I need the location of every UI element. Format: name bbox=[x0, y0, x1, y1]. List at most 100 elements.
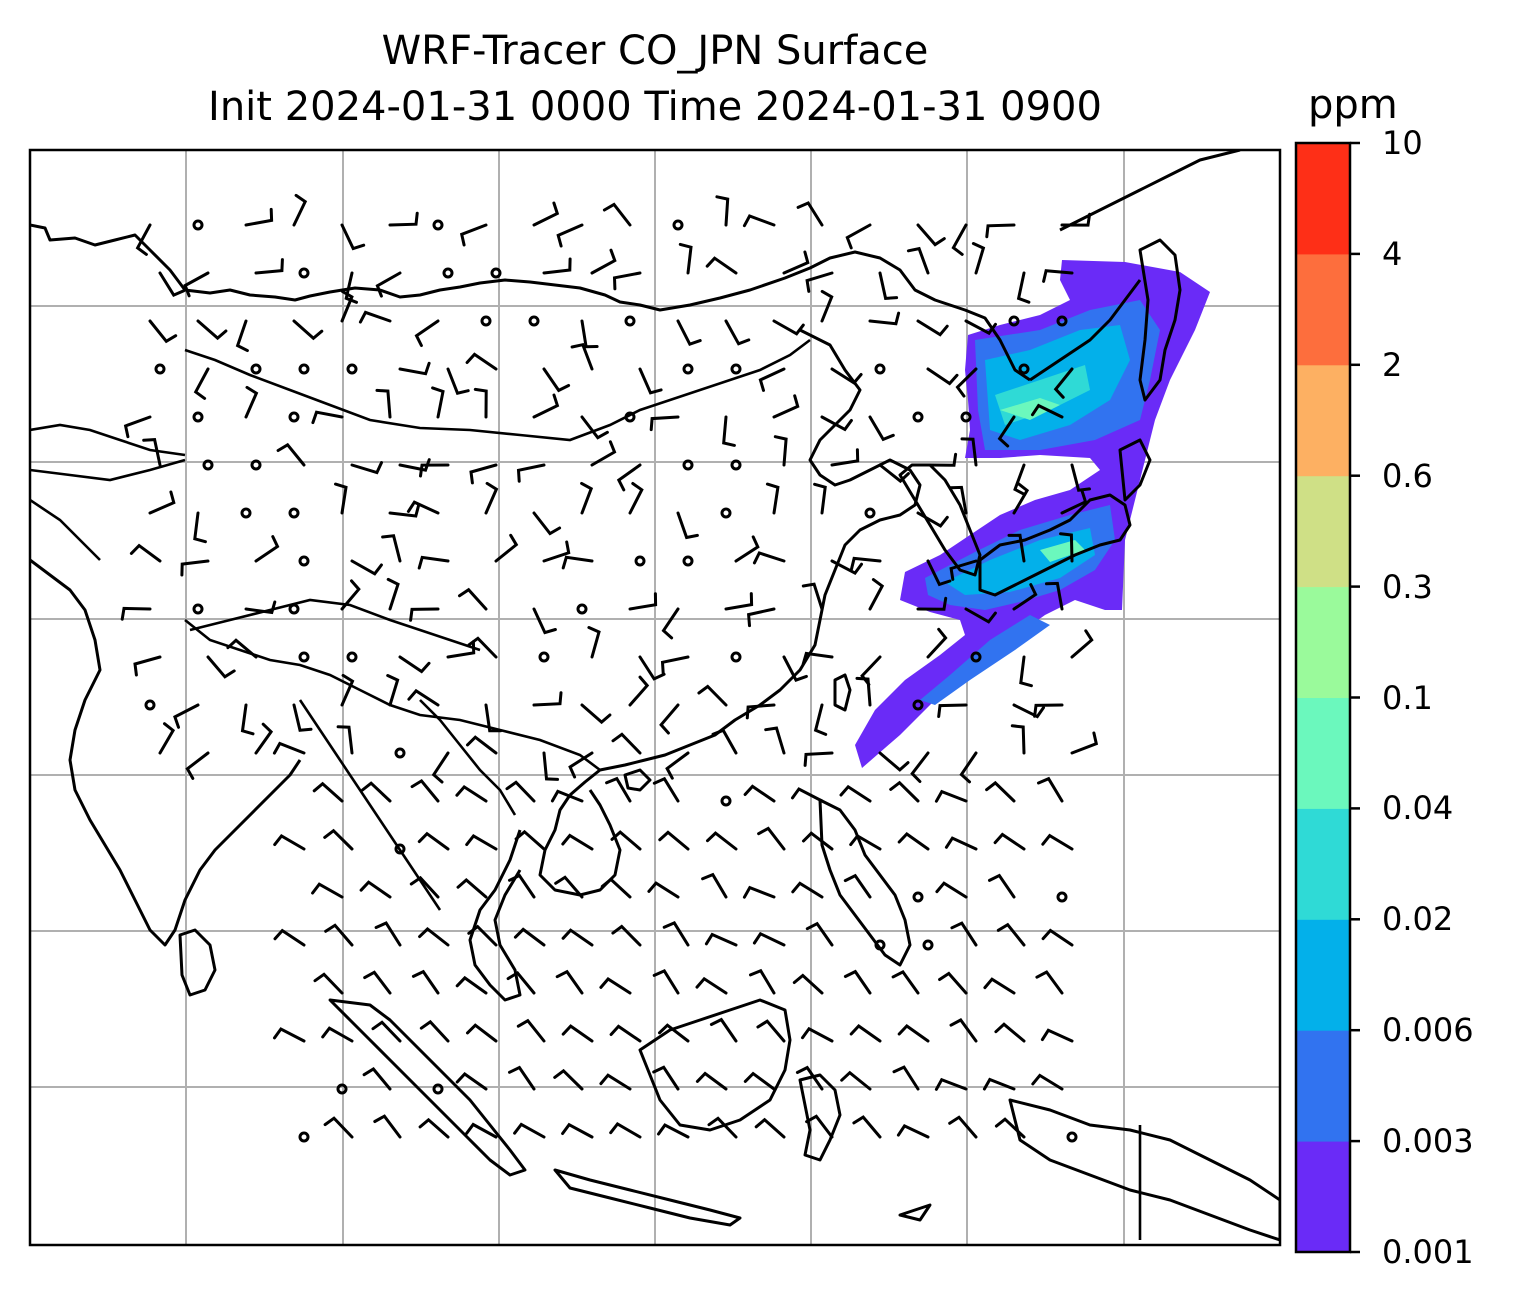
calm-circle bbox=[970, 651, 982, 663]
colorbar-label: 0.001 bbox=[1382, 1233, 1474, 1271]
wind-barb bbox=[791, 881, 824, 899]
wind-barb bbox=[652, 1065, 680, 1091]
wind-barb bbox=[722, 415, 736, 447]
wind-barb bbox=[407, 688, 440, 707]
wind-barb bbox=[948, 1115, 978, 1139]
wind-barb bbox=[949, 1018, 978, 1043]
wind-barb bbox=[532, 691, 563, 707]
wind-barb bbox=[185, 751, 210, 780]
wind-barb bbox=[466, 1023, 498, 1043]
wind-barb bbox=[446, 367, 470, 395]
wind-barb bbox=[659, 703, 680, 735]
wind-barb bbox=[508, 873, 536, 899]
wind-barb bbox=[580, 703, 612, 725]
wind-barb bbox=[409, 607, 440, 622]
wind-barb bbox=[724, 319, 751, 346]
wind-barb bbox=[997, 415, 1016, 448]
calm-circle bbox=[480, 315, 492, 327]
wind-barb bbox=[456, 878, 488, 899]
wind-barb bbox=[994, 1022, 1026, 1043]
wind-barb bbox=[600, 877, 632, 899]
colorbar-segment bbox=[1296, 919, 1350, 1031]
wind-barb bbox=[754, 1117, 786, 1139]
wind-barb bbox=[362, 1067, 392, 1091]
wind-barb bbox=[697, 684, 728, 707]
calm-circle bbox=[912, 411, 924, 423]
wind-barb bbox=[431, 751, 450, 784]
wind-barb bbox=[556, 223, 584, 248]
wind-barb bbox=[414, 319, 440, 347]
wind-barb bbox=[1041, 833, 1074, 851]
wind-barb bbox=[891, 969, 920, 995]
wind-barb bbox=[273, 928, 306, 947]
wind-barb bbox=[148, 490, 176, 515]
wind-barb bbox=[254, 258, 284, 275]
calm-circle bbox=[432, 219, 444, 231]
colorbar-label: 0.6 bbox=[1382, 456, 1433, 495]
wind-barb bbox=[960, 437, 978, 467]
wind-barb bbox=[323, 828, 354, 851]
wind-barb bbox=[709, 1017, 738, 1043]
calm-circle bbox=[394, 843, 406, 855]
wind-barb bbox=[757, 826, 786, 851]
wind-barb bbox=[701, 872, 728, 899]
calm-circle bbox=[874, 939, 886, 951]
colorbar-label: 0.3 bbox=[1382, 567, 1433, 606]
border-asia-west bbox=[30, 498, 101, 561]
colorbar-segment bbox=[1296, 475, 1350, 588]
wind-barb bbox=[580, 319, 599, 349]
wind-barb bbox=[906, 246, 930, 275]
wind-barb bbox=[796, 201, 824, 227]
wind-barb bbox=[706, 831, 738, 851]
coastline-java bbox=[553, 1168, 742, 1227]
wind-barb bbox=[916, 319, 949, 337]
coastline-india bbox=[30, 558, 302, 947]
coastline-kamchatka bbox=[1059, 150, 1241, 232]
wind-barb bbox=[587, 626, 601, 659]
wind-barb bbox=[628, 675, 650, 707]
wind-barb bbox=[292, 319, 324, 341]
wind-barb bbox=[417, 831, 450, 851]
wind-barb bbox=[934, 789, 968, 803]
colorbar-label: 0.02 bbox=[1382, 900, 1454, 939]
colorbar-segment bbox=[1296, 1030, 1350, 1142]
wind-barb bbox=[513, 927, 546, 947]
wind-barb bbox=[742, 885, 776, 899]
wind-barb bbox=[910, 751, 930, 783]
wind-barb bbox=[431, 386, 445, 419]
wind-barb bbox=[371, 1020, 402, 1043]
wind-barb bbox=[508, 1065, 536, 1091]
border-central-asia bbox=[30, 423, 186, 457]
calm-circle bbox=[730, 651, 742, 663]
coastline-srilanka bbox=[178, 928, 217, 997]
wind-barb bbox=[773, 435, 788, 467]
wind-barb bbox=[878, 271, 899, 300]
wind-barb bbox=[375, 271, 402, 298]
wind-barb bbox=[406, 500, 440, 515]
wind-barb bbox=[897, 1024, 930, 1043]
wind-barb bbox=[398, 361, 431, 376]
calm-circle bbox=[288, 603, 300, 615]
calm-circle bbox=[144, 699, 156, 711]
wind-barb bbox=[580, 415, 609, 440]
wind-barb bbox=[273, 833, 306, 851]
calm-circle bbox=[288, 411, 300, 423]
wind-barb bbox=[805, 1114, 834, 1139]
wind-barb bbox=[705, 256, 738, 275]
calm-circle bbox=[240, 507, 252, 519]
calm-circle bbox=[528, 315, 540, 327]
calm-circle bbox=[960, 411, 972, 423]
wind-barb bbox=[350, 559, 383, 576]
wind-barb bbox=[745, 703, 776, 720]
wind-barb bbox=[340, 673, 355, 707]
wind-barb bbox=[724, 592, 754, 611]
wind-barb bbox=[830, 559, 863, 576]
calm-circle bbox=[576, 603, 588, 615]
wind-barb bbox=[916, 596, 948, 611]
wind-barb bbox=[561, 1024, 594, 1043]
wind-barb bbox=[1041, 928, 1074, 947]
colorbar-label: 0.04 bbox=[1382, 789, 1454, 828]
map-frame bbox=[28, 148, 1282, 1247]
calm-circle bbox=[346, 363, 358, 375]
wind-barb bbox=[553, 1068, 584, 1091]
